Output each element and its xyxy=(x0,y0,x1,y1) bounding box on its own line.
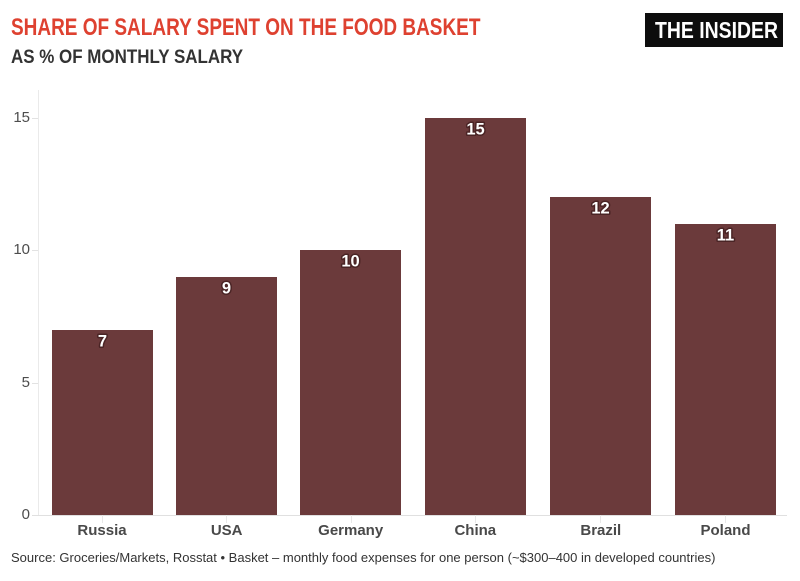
svg-text:THE INSIDER: THE INSIDER xyxy=(655,17,778,43)
svg-text:AS % OF MONTHLY SALARY: AS % OF MONTHLY SALARY xyxy=(11,45,243,67)
svg-text:SHARE OF SALARY SPENT ON THE F: SHARE OF SALARY SPENT ON THE FOOD BASKET xyxy=(11,13,480,41)
svg-text:11: 11 xyxy=(717,226,734,244)
svg-text:7: 7 xyxy=(97,332,106,350)
svg-text:10: 10 xyxy=(342,253,360,271)
svg-text:15: 15 xyxy=(466,120,484,138)
svg-text:12: 12 xyxy=(592,200,610,218)
svg-text:9: 9 xyxy=(222,279,231,297)
